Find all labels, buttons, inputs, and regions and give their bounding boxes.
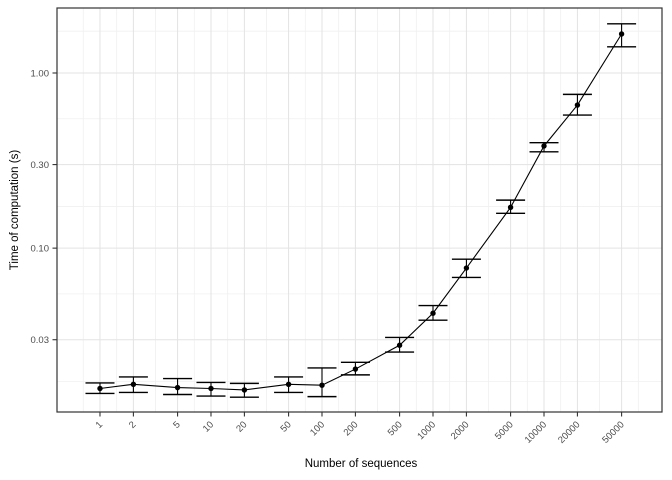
y-tick-label: 0.03 [31,335,50,346]
x-tick-label: 2000 [449,419,472,442]
data-point [285,381,292,387]
data-point [507,204,514,211]
x-axis-title: Number of sequences [304,458,418,470]
x-tick-label: 50 [278,419,293,434]
data-point [463,265,470,271]
data-point [130,381,137,387]
panel-border [56,7,663,413]
data-point [430,310,436,316]
x-tick-label: 50000 [600,419,626,445]
x-tick-label: 10 [201,419,216,434]
data-point [174,384,181,391]
data-point [208,385,214,392]
y-tick-label: 0.30 [31,160,50,171]
x-tick-label: 1 [94,419,106,431]
data-point [396,342,403,348]
data-point [319,382,325,388]
data-point [352,366,359,372]
y-tick-label: 0.10 [31,244,50,255]
x-tick-label: 200 [342,419,361,438]
y-axis-title: Time of computation (s) [9,149,21,271]
data-point [618,31,625,37]
x-tick-label: 2 [127,419,139,431]
data-point [97,385,103,392]
y-tick-label: 1.00 [31,68,50,79]
x-tick-label: 20 [234,419,249,434]
x-tick-label: 20000 [556,419,582,445]
data-point [241,387,248,393]
data-point [574,102,581,108]
series-line [99,33,623,391]
x-tick-label: 5000 [493,419,516,442]
data-point [541,143,547,149]
x-tick-label: 100 [308,419,327,438]
x-tick-label: 5 [171,419,183,431]
x-tick-label: 1000 [415,419,438,442]
x-tick-label: 500 [386,419,405,438]
x-tick-label: 10000 [523,419,549,445]
